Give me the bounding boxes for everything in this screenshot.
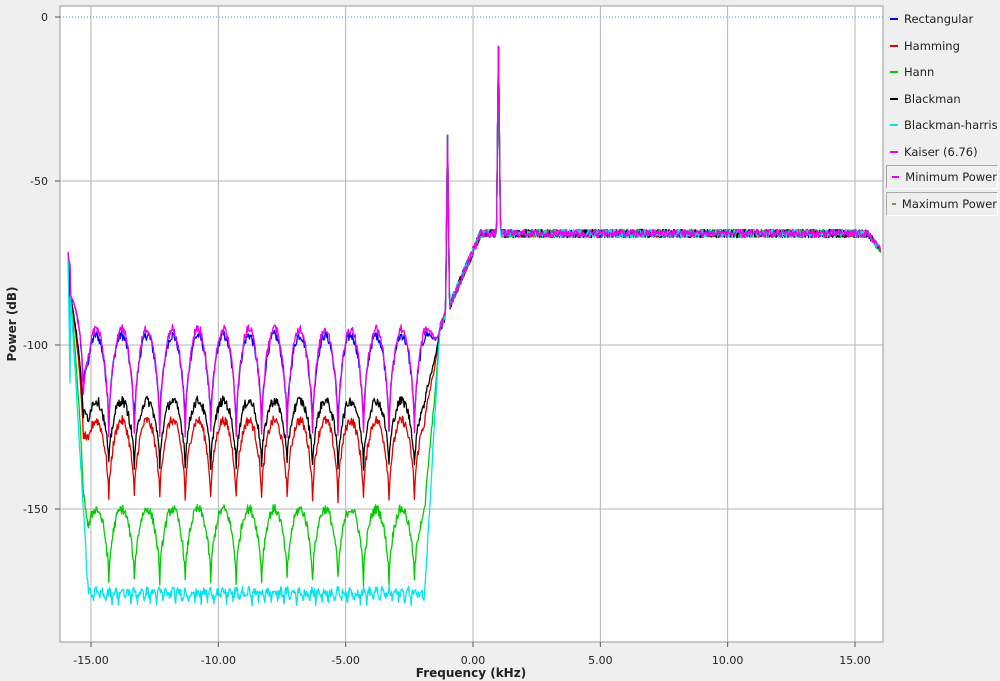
legend-label: Hamming [904, 38, 960, 53]
legend-label: Blackman [904, 91, 961, 106]
x-tick-label: -5.00 [331, 654, 359, 667]
y-axis-title: Power (dB) [5, 286, 19, 361]
x-tick-label: -15.00 [73, 654, 108, 667]
y-tick-label: 0 [41, 11, 48, 24]
legend-item: Rectangular [884, 6, 998, 33]
legend-label: Rectangular [904, 12, 974, 27]
y-tick-label: -150 [23, 503, 48, 516]
legend-item: Blackman [884, 86, 998, 113]
legend-swatch [890, 97, 898, 100]
legend-item: Hamming [884, 33, 998, 60]
x-tick-label: 5.00 [588, 654, 613, 667]
legend-label: Hann [904, 65, 935, 80]
x-tick-label: -10.00 [201, 654, 236, 667]
y-axis-ticks: 0 -50 -100 -150 [23, 11, 60, 516]
x-tick-label: 15.00 [839, 654, 871, 667]
plot-canvas[interactable] [59, 5, 884, 643]
legend-item[interactable]: Minimum Power [886, 165, 998, 189]
legend-label: Maximum Power [901, 196, 997, 211]
x-tick-label: 0.00 [461, 654, 486, 667]
y-tick-label: -50 [30, 175, 48, 188]
legend-swatch [890, 71, 898, 74]
legend-swatch [890, 124, 898, 127]
series-line-kaiser-6-76 [67, 45, 882, 439]
legend-label: Kaiser (6.76) [904, 144, 978, 159]
legend: Rectangular Hamming Hann Blackman Blackman-h… [884, 6, 998, 218]
legend-item: Blackman-harris [884, 112, 998, 139]
x-axis-ticks: -15.00 -10.00 -5.00 0.00 5.00 10.00 15.00 [73, 642, 871, 667]
legend-item: Hann [884, 59, 998, 86]
legend-item: Kaiser (6.76) [884, 139, 998, 166]
x-axis-title: Frequency (kHz) [416, 666, 526, 680]
y-tick-label: -100 [23, 339, 48, 352]
legend-label: Blackman-harris [904, 118, 998, 133]
legend-swatch [890, 150, 898, 153]
legend-label: Minimum Power [905, 170, 997, 184]
legend-swatch [890, 44, 898, 47]
legend-swatch [890, 18, 898, 21]
legend-swatch [892, 176, 900, 178]
x-tick-label: 10.00 [712, 654, 744, 667]
series-layer [67, 45, 882, 607]
legend-item[interactable]: Maximum Power [886, 191, 998, 216]
legend-swatch [892, 202, 896, 205]
